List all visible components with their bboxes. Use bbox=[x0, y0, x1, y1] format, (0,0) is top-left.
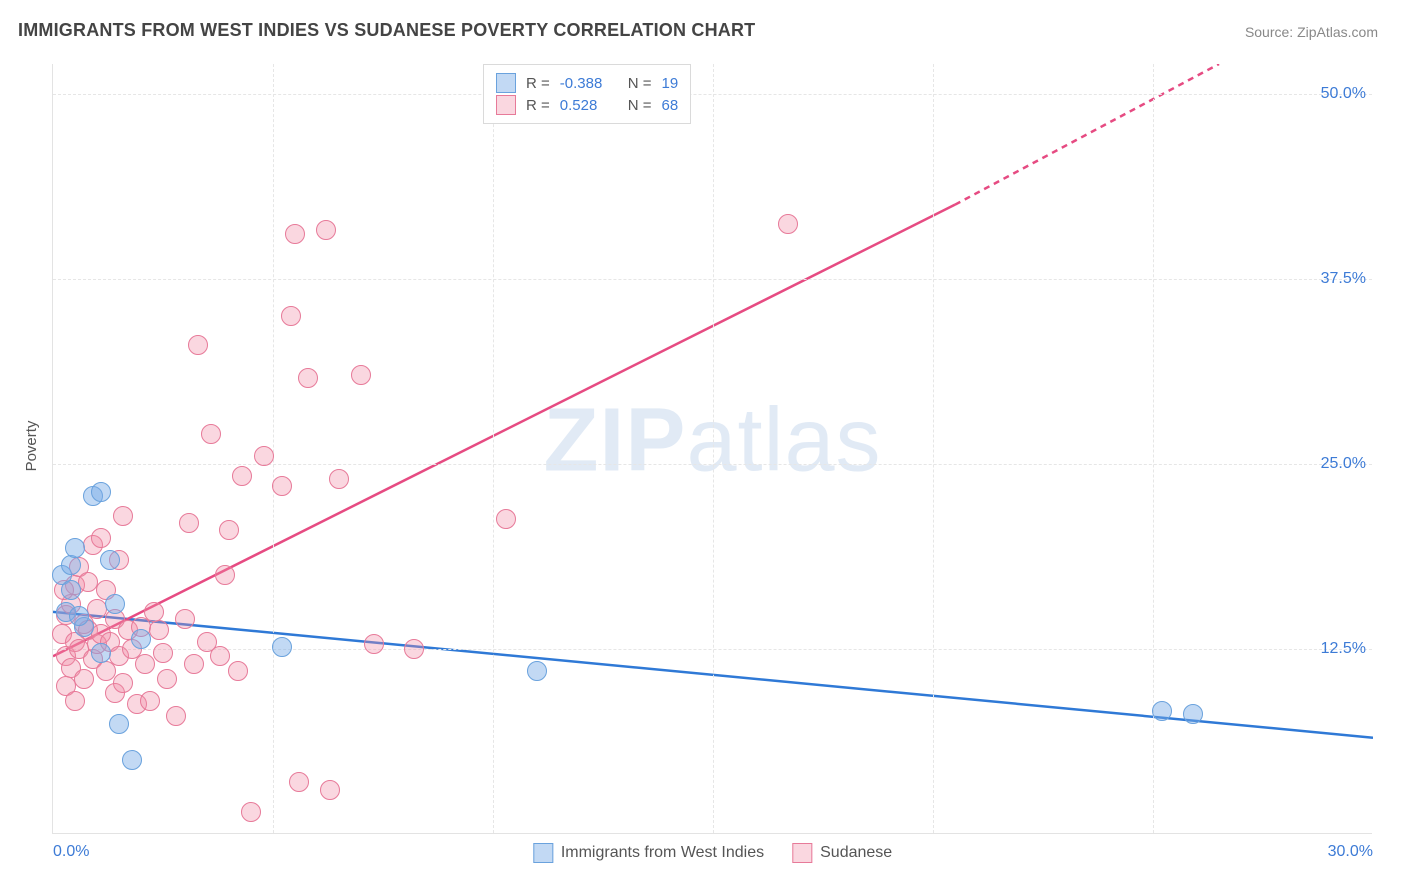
legend-swatch bbox=[496, 95, 516, 115]
ytick-label: 37.5% bbox=[1321, 270, 1366, 288]
ytick-label: 50.0% bbox=[1321, 85, 1366, 103]
point-west-indies bbox=[272, 637, 292, 657]
xtick-label: 30.0% bbox=[1328, 843, 1373, 861]
point-sudanese bbox=[272, 476, 292, 496]
chart-title: IMMIGRANTS FROM WEST INDIES VS SUDANESE … bbox=[18, 20, 755, 41]
legend-n-value: 19 bbox=[662, 75, 679, 92]
point-sudanese bbox=[188, 335, 208, 355]
xtick-label: 0.0% bbox=[53, 843, 89, 861]
legend-swatch bbox=[533, 843, 553, 863]
point-sudanese bbox=[184, 654, 204, 674]
legend-n-label: N = bbox=[628, 75, 652, 92]
gridline-v bbox=[933, 64, 934, 833]
point-sudanese bbox=[215, 565, 235, 585]
point-sudanese bbox=[153, 643, 173, 663]
point-sudanese bbox=[157, 669, 177, 689]
ytick-label: 12.5% bbox=[1321, 640, 1366, 658]
point-sudanese bbox=[149, 620, 169, 640]
point-sudanese bbox=[228, 661, 248, 681]
point-sudanese bbox=[316, 220, 336, 240]
point-west-indies bbox=[91, 643, 111, 663]
legend-r-value: -0.388 bbox=[560, 75, 618, 92]
point-sudanese bbox=[364, 634, 384, 654]
gridline-v bbox=[493, 64, 494, 833]
point-west-indies bbox=[122, 750, 142, 770]
legend-bottom-label: Immigrants from West Indies bbox=[561, 844, 764, 862]
point-west-indies bbox=[131, 629, 151, 649]
point-sudanese bbox=[320, 780, 340, 800]
point-west-indies bbox=[105, 594, 125, 614]
source-label: Source: ZipAtlas.com bbox=[1245, 24, 1378, 40]
point-sudanese bbox=[254, 446, 274, 466]
point-sudanese bbox=[179, 513, 199, 533]
legend-n-value: 68 bbox=[662, 97, 679, 114]
legend-top-row: R = -0.388 N = 19 bbox=[496, 73, 678, 93]
gridline-v bbox=[273, 64, 274, 833]
point-west-indies bbox=[65, 538, 85, 558]
point-sudanese bbox=[113, 506, 133, 526]
point-west-indies bbox=[1183, 704, 1203, 724]
point-sudanese bbox=[219, 520, 239, 540]
legend-swatch bbox=[792, 843, 812, 863]
point-west-indies bbox=[100, 550, 120, 570]
point-west-indies bbox=[69, 606, 89, 626]
point-sudanese bbox=[65, 691, 85, 711]
point-sudanese bbox=[113, 673, 133, 693]
point-sudanese bbox=[166, 706, 186, 726]
trend-line bbox=[955, 64, 1219, 205]
gridline-v bbox=[713, 64, 714, 833]
point-sudanese bbox=[140, 691, 160, 711]
point-sudanese bbox=[144, 602, 164, 622]
trend-line bbox=[53, 205, 955, 657]
point-sudanese bbox=[74, 669, 94, 689]
legend-r-label: R = bbox=[526, 75, 550, 92]
legend-bottom-item: Immigrants from West Indies bbox=[533, 843, 764, 863]
legend-bottom-item: Sudanese bbox=[792, 843, 892, 863]
legend-r-label: R = bbox=[526, 97, 550, 114]
legend-bottom-label: Sudanese bbox=[820, 844, 892, 862]
point-west-indies bbox=[1152, 701, 1172, 721]
ytick-label: 25.0% bbox=[1321, 455, 1366, 473]
point-sudanese bbox=[175, 609, 195, 629]
point-west-indies bbox=[61, 580, 81, 600]
point-sudanese bbox=[404, 639, 424, 659]
legend-top-row: R = 0.528 N = 68 bbox=[496, 95, 678, 115]
point-sudanese bbox=[298, 368, 318, 388]
plot-area: ZIPatlas R =-0.388N =19R =0.528N =68 Imm… bbox=[52, 64, 1372, 834]
legend-r-value: 0.528 bbox=[560, 97, 618, 114]
point-sudanese bbox=[135, 654, 155, 674]
point-sudanese bbox=[289, 772, 309, 792]
point-sudanese bbox=[201, 424, 221, 444]
legend-top: R = -0.388 N = 19 R = 0.528 N = 68 bbox=[483, 64, 691, 124]
point-west-indies bbox=[527, 661, 547, 681]
point-sudanese bbox=[281, 306, 301, 326]
legend-swatch bbox=[496, 73, 516, 93]
point-sudanese bbox=[241, 802, 261, 822]
legend-n-label: N = bbox=[628, 97, 652, 114]
point-sudanese bbox=[496, 509, 516, 529]
point-sudanese bbox=[91, 528, 111, 548]
y-axis-label: Poverty bbox=[23, 421, 40, 472]
point-sudanese bbox=[232, 466, 252, 486]
point-west-indies bbox=[91, 482, 111, 502]
point-west-indies bbox=[109, 714, 129, 734]
point-sudanese bbox=[285, 224, 305, 244]
point-sudanese bbox=[351, 365, 371, 385]
point-sudanese bbox=[778, 214, 798, 234]
point-sudanese bbox=[210, 646, 230, 666]
legend-bottom: Immigrants from West Indies Sudanese bbox=[533, 843, 892, 863]
point-sudanese bbox=[329, 469, 349, 489]
